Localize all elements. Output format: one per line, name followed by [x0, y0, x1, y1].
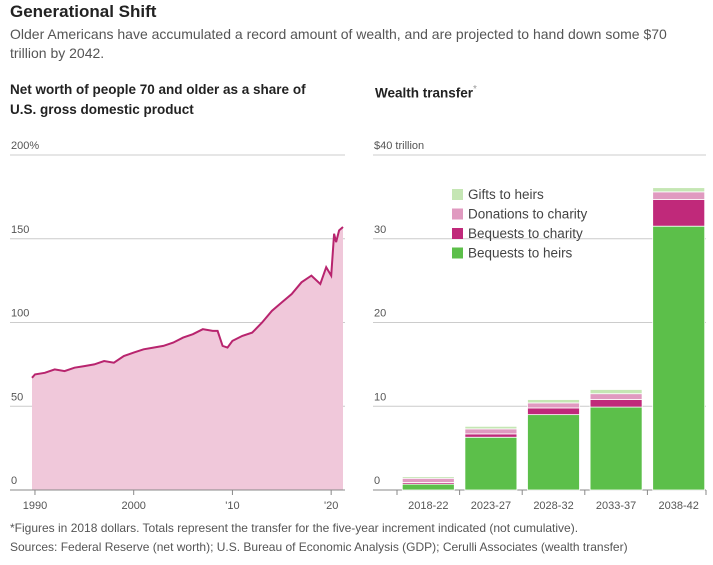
- bar-segment: [527, 407, 580, 416]
- legend-label: Donations to charity: [468, 207, 588, 222]
- bar-segment: [464, 436, 518, 491]
- area: [32, 227, 344, 490]
- y-tick-label: 0: [11, 475, 17, 487]
- y-tick-label: 100: [11, 308, 29, 320]
- legend-swatch: [452, 228, 463, 239]
- bar-segment: [589, 389, 643, 395]
- x-tick-label: '10: [225, 500, 239, 512]
- bar-segment: [652, 191, 706, 200]
- page-title: Generational Shift: [10, 2, 157, 21]
- legend-label: Bequests to charity: [468, 226, 583, 241]
- bar-segment: [527, 414, 580, 491]
- x-tick-label: 2028-32: [533, 500, 573, 512]
- chart-title-wrap: Wealth transfer*: [375, 80, 477, 104]
- y-tick-label: 30: [374, 224, 386, 236]
- bar-segment: [527, 402, 580, 409]
- y-tick-label: 150: [11, 224, 29, 236]
- line: [31, 226, 344, 379]
- bar-segment: [652, 187, 706, 193]
- y-tick-label: 200%: [11, 140, 39, 152]
- chart-title: Wealth transfer: [375, 85, 474, 101]
- x-tick-label: 2038-42: [659, 500, 699, 512]
- y-tick-label: $40 trillion: [374, 140, 424, 152]
- chart-title: Net worth of people 70 and older as a sh…: [10, 82, 306, 117]
- y-tick-label: 10: [374, 391, 386, 403]
- legend-label: Bequests to heirs: [468, 246, 573, 261]
- bar-segment: [401, 476, 455, 479]
- bar-segment: [589, 393, 643, 400]
- bar-segment: [464, 433, 518, 438]
- bar-segment: [652, 225, 706, 491]
- x-tick-label: 2000: [121, 500, 145, 512]
- x-tick-label: '20: [324, 500, 338, 512]
- sources: Sources: Federal Reserve (net worth); U.…: [10, 540, 628, 554]
- legend-label: Gifts to heirs: [468, 187, 544, 202]
- bar-segment: [401, 483, 455, 491]
- title-marker: *: [473, 84, 477, 95]
- footnote: *Figures in 2018 dollars. Totals represe…: [10, 521, 579, 535]
- legend-swatch: [452, 247, 463, 259]
- y-tick-label: 50: [11, 391, 23, 403]
- bar-segment: [464, 425, 518, 430]
- y-tick-label: 0: [374, 475, 380, 487]
- x-tick-label: 2033-37: [596, 500, 636, 512]
- x-tick-label: 1990: [23, 500, 47, 512]
- bar-segment: [652, 198, 706, 227]
- bar-segment: [589, 399, 643, 408]
- bar-segment: [589, 406, 643, 491]
- x-tick-label: 2018-22: [408, 500, 448, 512]
- subtitle: Older Americans have accumulated a recor…: [10, 26, 667, 61]
- bar-segment: [464, 428, 518, 435]
- bar-segment: [527, 399, 580, 404]
- legend-swatch: [452, 189, 463, 200]
- x-tick-label: 2023-27: [471, 500, 511, 512]
- bar-segment: [401, 477, 455, 483]
- legend-swatch: [452, 208, 463, 220]
- y-tick-label: 20: [374, 308, 386, 320]
